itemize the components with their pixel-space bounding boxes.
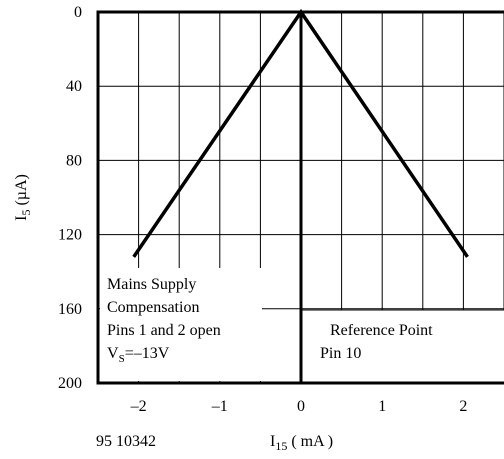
y-tick-label: 200	[58, 375, 82, 392]
y-tick-label: 40	[66, 78, 82, 95]
x-tick-label: –2	[130, 398, 147, 415]
annotation-bg	[303, 310, 504, 382]
y-tick-label: 80	[66, 152, 82, 169]
x-tick-label: –1	[211, 398, 228, 415]
x-axis-label: I15 ( mA )	[270, 433, 333, 453]
y-axis-label-main: I	[13, 216, 30, 221]
y-tick-label: 160	[58, 301, 82, 318]
annotation-bg	[100, 268, 262, 381]
figure-code: 95 10342	[96, 433, 156, 450]
annotation-text: Compensation	[107, 299, 199, 316]
x-tick-label: 2	[459, 398, 467, 415]
y-axis-label-rest: (µA)	[13, 174, 30, 209]
x-axis-label-sub: 15	[275, 439, 287, 453]
data-line	[132, 8, 469, 258]
x-axis-label-main: I	[270, 433, 275, 450]
y-tick-label: 0	[74, 4, 82, 21]
annotation-text: VS=–13V	[107, 345, 170, 365]
y-axis-label: I5 (µA)	[13, 174, 33, 221]
annotation-text-sub: S	[119, 353, 125, 365]
y-tick-label: 120	[58, 227, 82, 244]
x-tick-label: 1	[378, 398, 386, 415]
annotation-text: Mains Supply	[107, 276, 196, 293]
annotation-text: Pins 1 and 2 open	[107, 322, 221, 339]
annotation-text-rest: =–13V	[125, 345, 170, 362]
annotation-text: Reference Point	[330, 322, 433, 339]
y-axis-label-sub: 5	[19, 210, 33, 216]
x-tick-label: 0	[297, 398, 305, 415]
annotation-text-main: V	[107, 345, 119, 362]
annotation-text: Pin 10	[320, 345, 361, 362]
x-axis-label-rest: ( mA )	[287, 433, 333, 450]
